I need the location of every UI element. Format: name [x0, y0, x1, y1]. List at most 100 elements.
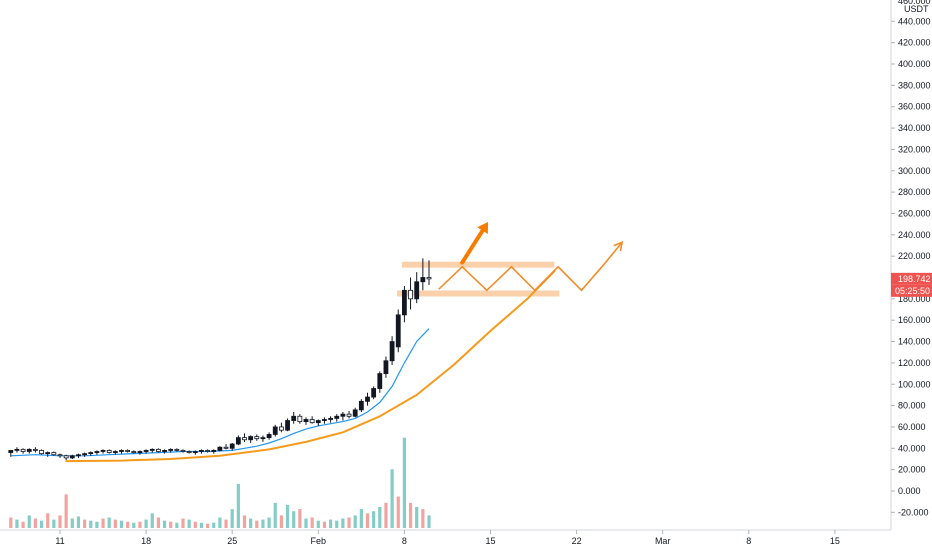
volume-bar: [230, 509, 234, 528]
arrow-shaft[interactable]: [460, 228, 485, 265]
candle-body: [76, 454, 81, 457]
candle-body: [45, 452, 51, 455]
price-tags: 198.742 05:25:50: [891, 272, 932, 297]
candle-body: [322, 419, 327, 421]
candle-body: [149, 448, 155, 451]
candle-body: [272, 426, 278, 435]
volume-bar: [33, 518, 37, 528]
price-tick-label: 160.000: [898, 315, 931, 325]
volume-bar: [89, 520, 93, 528]
volume-bar: [279, 515, 283, 528]
price-tick-label: 260.000: [898, 208, 931, 218]
price-tick-label: 300.000: [898, 166, 931, 176]
candles: [8, 258, 432, 461]
time-tick-label: Feb: [311, 536, 327, 546]
candle-body: [143, 450, 149, 452]
candle-body: [131, 451, 137, 453]
volume-bar: [224, 519, 228, 528]
candle-body: [395, 314, 401, 348]
candle-body: [303, 419, 309, 423]
resistance-band[interactable]: [401, 261, 555, 268]
volume-bar: [175, 522, 179, 528]
candle-body: [291, 415, 297, 421]
volume-bar: [199, 522, 204, 528]
candle-body: [383, 360, 389, 374]
candle-body: [39, 450, 44, 455]
time-tick-label: 18: [141, 536, 151, 546]
candle-body: [119, 450, 124, 452]
volume-bars: [9, 437, 431, 528]
price-tick-label: 100.000: [898, 379, 931, 389]
volume-bar: [322, 521, 327, 528]
volume-bar: [64, 494, 68, 528]
volume-bar: [316, 520, 320, 528]
volume-bar: [298, 509, 302, 528]
support-band[interactable]: [397, 290, 560, 297]
candle-body: [346, 413, 352, 417]
candle-body: [192, 451, 198, 453]
zigzag-arrow-head[interactable]: [613, 240, 624, 252]
countdown-tag: [891, 284, 932, 297]
candle-body: [57, 454, 63, 457]
zigzag-path[interactable]: [438, 241, 623, 292]
time-tick-label: 15: [830, 536, 840, 546]
candle-body: [112, 451, 118, 453]
moving-average-line: [10, 328, 430, 457]
candle-body: [82, 453, 87, 456]
zigzag-projection[interactable]: [438, 240, 624, 292]
parabolic-curve-line[interactable]: [65, 270, 556, 463]
volume-bar: [101, 518, 105, 528]
candle-body: [162, 450, 167, 452]
price-tick-label: 440.000: [898, 16, 931, 26]
volume-bar: [353, 515, 357, 528]
candle-body: [155, 448, 161, 452]
time-axis[interactable]: 11 18 25 Feb 8 15 22 Mar 8 15: [0, 529, 932, 550]
volume-bar: [255, 520, 259, 528]
price-tick-label: 180.000: [898, 294, 931, 304]
candle-body: [248, 436, 254, 441]
volume-bar: [212, 522, 216, 528]
price-unit-label: USDT: [904, 4, 929, 14]
volume-bar: [415, 507, 419, 528]
volume-bar: [187, 519, 191, 528]
orange-arrow-annotation[interactable]: [460, 221, 489, 265]
price-tick-label: 360.000: [898, 102, 931, 112]
countdown-text: 05:25:50: [895, 286, 930, 296]
time-tick-label: Mar: [655, 536, 671, 546]
candle-body: [125, 450, 131, 452]
price-tick-label: 380.000: [898, 80, 931, 90]
volume-bar: [162, 520, 167, 528]
candle-body: [235, 437, 241, 445]
volume-bar: [292, 511, 296, 528]
candle-body: [88, 452, 94, 455]
volume-bar: [396, 496, 400, 528]
candle-body: [315, 420, 321, 424]
volume-bar: [384, 502, 388, 528]
price-axis[interactable]: 440.000 420.000 400.000 380.000 360.000 340.0…: [890, 0, 932, 530]
volume-bar: [113, 519, 117, 528]
candle-body: [106, 450, 112, 453]
candle-body: [297, 415, 303, 423]
candle-body: [8, 450, 14, 453]
channel-bands[interactable]: [397, 261, 560, 297]
volume-bar: [365, 513, 370, 528]
volume-bar: [169, 521, 173, 528]
parabolic-curve[interactable]: [65, 270, 556, 463]
volume-bar: [193, 521, 197, 528]
price-tick-label: 220.000: [898, 251, 931, 261]
price-tick-label: -20.000: [898, 507, 929, 517]
candle-body: [137, 451, 143, 453]
price-tick-label: 0.000: [898, 486, 921, 496]
volume-bar: [335, 520, 339, 528]
arrow-head[interactable]: [477, 221, 489, 234]
time-tick-label: 11: [55, 536, 64, 546]
candle-body: [69, 455, 75, 459]
time-tick-label: 15: [485, 536, 495, 546]
volume-bar: [372, 511, 376, 528]
candle-body: [94, 451, 100, 453]
time-tick-label: 25: [227, 536, 237, 546]
